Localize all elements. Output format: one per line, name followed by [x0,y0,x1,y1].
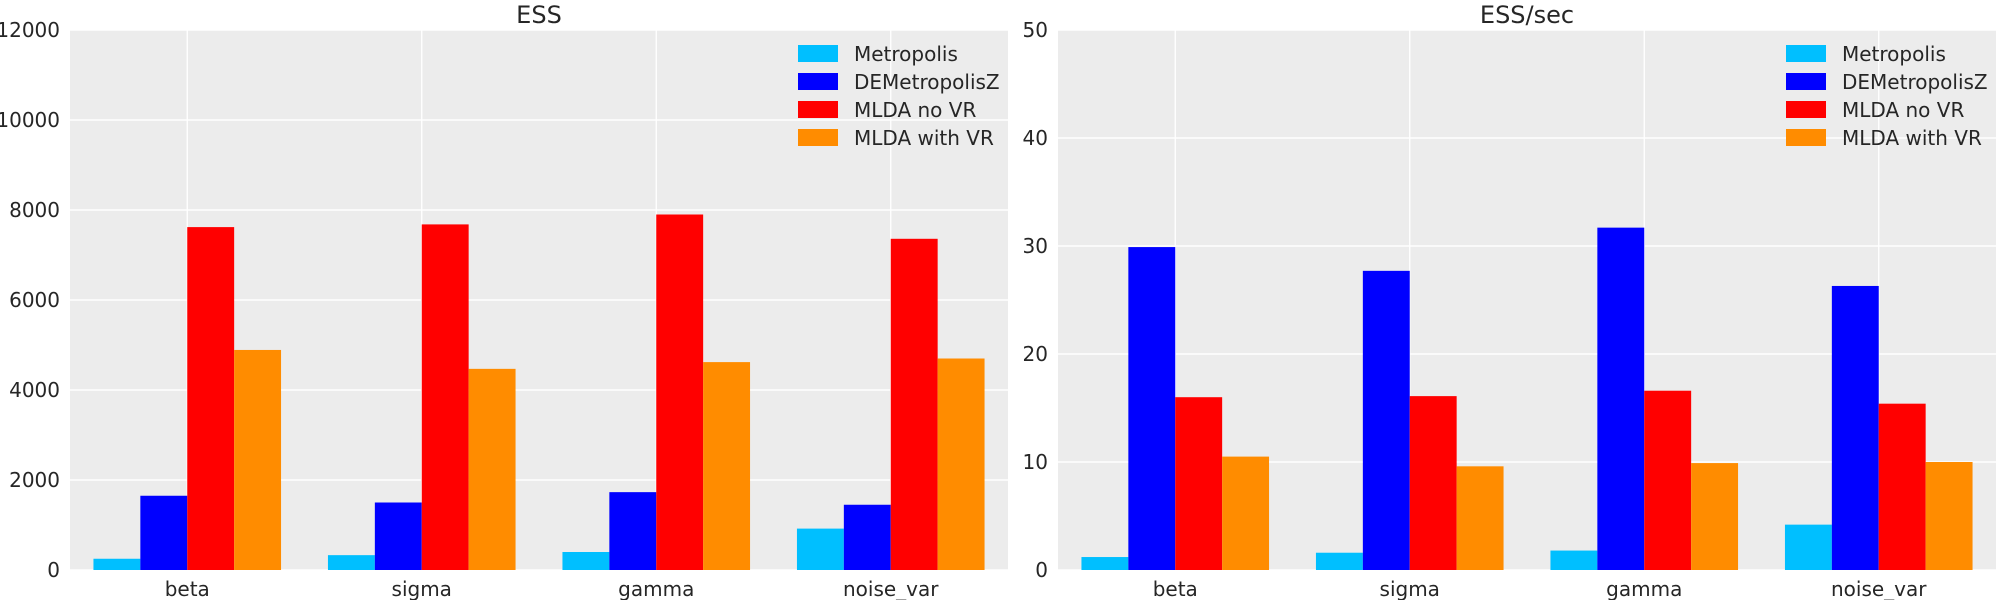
bar-mlda-with-vr-noise_var [937,358,985,570]
y-tick-label: 10 [1023,450,1048,474]
legend: Metropolis DEMetropolisZ MLDA no VR MLDA wi… [1786,42,1988,150]
bar-metropolis-noise_var [1784,524,1832,570]
x-tick-label: beta [1153,577,1198,600]
x-tick-label: noise_var [1831,577,1927,600]
bar-demetropolisz-noise_var [843,504,891,570]
bar-metropolis-gamma [562,552,610,570]
x-tick-label: noise_var [843,577,939,600]
chart-title: ESS [516,1,562,29]
chart-title: ESS/sec [1480,1,1574,29]
y-tick-label: 40 [1023,126,1048,150]
bar-mlda-with-vr-sigma [468,368,516,570]
legend-swatch [798,45,838,62]
bar-demetropolisz-beta [1128,247,1176,570]
bar-metropolis-sigma [327,555,375,570]
x-tick-label: sigma [1380,577,1440,600]
bar-mlda-no-vr-beta [187,227,235,570]
y-tick-label: 0 [47,558,60,582]
y-tick-label: 30 [1023,234,1048,258]
bar-demetropolisz-noise_var [1831,285,1879,570]
x-tick-label: gamma [618,577,694,600]
legend-label: MLDA with VR [854,126,994,150]
bar-mlda-with-vr-gamma [1691,463,1739,570]
y-tick-label: 8000 [9,198,60,222]
bar-demetropolisz-sigma [1362,270,1410,570]
bar-mlda-with-vr-gamma [703,362,751,570]
legend-swatch [1786,129,1826,146]
x-tick-label: beta [165,577,210,600]
legend-label: Metropolis [854,42,958,66]
bar-mlda-with-vr-beta [1222,456,1270,570]
legend-swatch [798,129,838,146]
bar-mlda-no-vr-noise_var [890,238,938,571]
legend-label: DEMetropolisZ [854,70,1000,94]
bar-demetropolisz-beta [140,495,188,570]
bar-metropolis-gamma [1550,550,1598,570]
bar-mlda-with-vr-sigma [1456,466,1504,570]
y-tick-label: 0 [1035,558,1048,582]
bar-metropolis-beta [1081,557,1129,570]
y-tick-label: 12000 [0,18,60,42]
chart-panel-1: 0 2000 4000 6000 8000 10000 12000 beta sigma gamm… [0,1,1008,600]
y-tick-label: 50 [1023,18,1048,42]
legend-label: MLDA with VR [1842,126,1982,150]
bar-mlda-no-vr-gamma [1644,390,1692,570]
bar-demetropolisz-sigma [374,502,422,570]
bar-mlda-with-vr-noise_var [1925,462,1973,570]
legend-label: Metropolis [1842,42,1946,66]
legend-label: DEMetropolisZ [1842,70,1988,94]
legend-swatch [1786,101,1826,118]
bar-metropolis-beta [93,558,141,570]
bar-metropolis-sigma [1315,552,1363,570]
x-tick-label: sigma [392,577,452,600]
bar-mlda-no-vr-gamma [656,214,704,570]
bar-demetropolisz-gamma [1597,227,1645,570]
bar-mlda-with-vr-beta [234,349,282,570]
legend-label: MLDA no VR [1842,98,1964,122]
legend-label: MLDA no VR [854,98,976,122]
legend-swatch [798,73,838,90]
bar-metropolis-noise_var [796,528,844,570]
bar-mlda-no-vr-sigma [421,224,469,570]
legend: Metropolis DEMetropolisZ MLDA no VR MLDA wi… [798,42,1000,150]
chart-panel-2: 0 10 20 30 40 50 beta sigma gamma noise_var ESS/se… [1023,1,1996,600]
bar-mlda-no-vr-beta [1175,397,1223,570]
x-tick-label: gamma [1606,577,1682,600]
legend-swatch [1786,45,1826,62]
y-tick-label: 2000 [9,468,60,492]
y-tick-label: 6000 [9,288,60,312]
bar-mlda-no-vr-noise_var [1878,403,1926,570]
y-tick-label: 4000 [9,378,60,402]
y-tick-label: 10000 [0,108,60,132]
bar-demetropolisz-gamma [609,492,657,570]
bar-mlda-no-vr-sigma [1409,396,1457,570]
y-tick-label: 20 [1023,342,1048,366]
legend-swatch [798,101,838,118]
legend-swatch [1786,73,1826,90]
